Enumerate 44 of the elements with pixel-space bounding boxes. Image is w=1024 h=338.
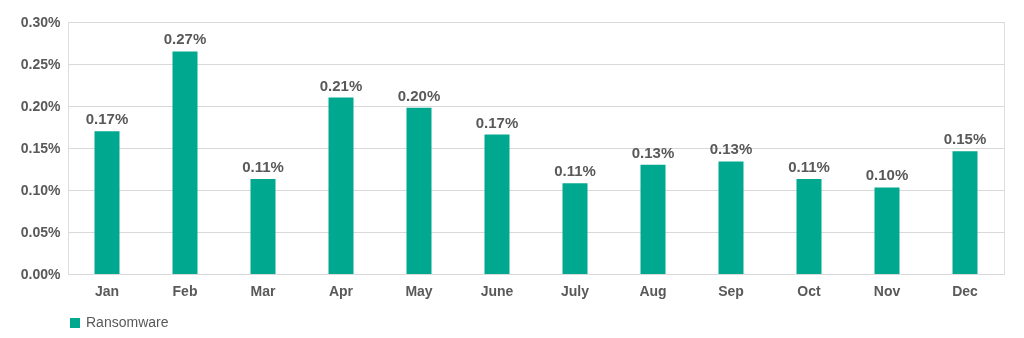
x-tick-label: Apr xyxy=(328,282,354,299)
x-tick-label: Mar xyxy=(250,282,276,299)
bar xyxy=(94,131,120,274)
data-label: 0.11% xyxy=(788,158,830,176)
data-label: 0.11% xyxy=(554,162,596,180)
legend-label: Ransomware xyxy=(86,314,169,330)
x-tick-label: Feb xyxy=(172,282,198,299)
x-tick-label: Aug xyxy=(639,282,667,299)
y-tick-label: 0.20% xyxy=(20,97,62,114)
x-tick-label: June xyxy=(480,282,514,299)
y-tick-label: 0.30% xyxy=(20,13,62,30)
bar xyxy=(328,97,354,274)
data-label: 0.11% xyxy=(242,158,284,176)
data-label: 0.17% xyxy=(475,113,519,131)
x-tick-label: May xyxy=(405,282,433,299)
y-tick-label: 0.00% xyxy=(20,265,62,282)
data-label: 0.13% xyxy=(709,140,753,158)
x-tick-label: July xyxy=(560,282,590,299)
x-tick-label: Jan xyxy=(94,282,120,299)
bar xyxy=(796,179,822,274)
x-tick-label: Sep xyxy=(718,282,744,299)
data-label: 0.15% xyxy=(943,130,987,148)
bar xyxy=(562,183,588,274)
bar xyxy=(952,151,978,274)
y-tick-label: 0.25% xyxy=(20,55,62,72)
data-label: 0.21% xyxy=(319,76,363,94)
data-label: 0.10% xyxy=(865,166,909,184)
bar xyxy=(250,179,276,274)
data-label: 0.20% xyxy=(397,86,441,104)
data-label: 0.13% xyxy=(631,143,675,161)
bar xyxy=(172,51,198,274)
bar xyxy=(874,187,900,274)
bar xyxy=(718,161,744,274)
bar xyxy=(640,164,666,274)
y-tick-label: 0.10% xyxy=(20,181,62,198)
x-tick-label: Nov xyxy=(873,282,901,299)
x-tick-label: Dec xyxy=(952,282,979,299)
data-label: 0.17% xyxy=(85,110,129,128)
data-label: 0.27% xyxy=(163,30,207,48)
x-tick-label: Oct xyxy=(797,282,821,299)
bar xyxy=(484,134,510,274)
bar xyxy=(406,107,432,274)
y-tick-label: 0.05% xyxy=(20,223,62,240)
y-tick-label: 0.15% xyxy=(20,139,62,156)
